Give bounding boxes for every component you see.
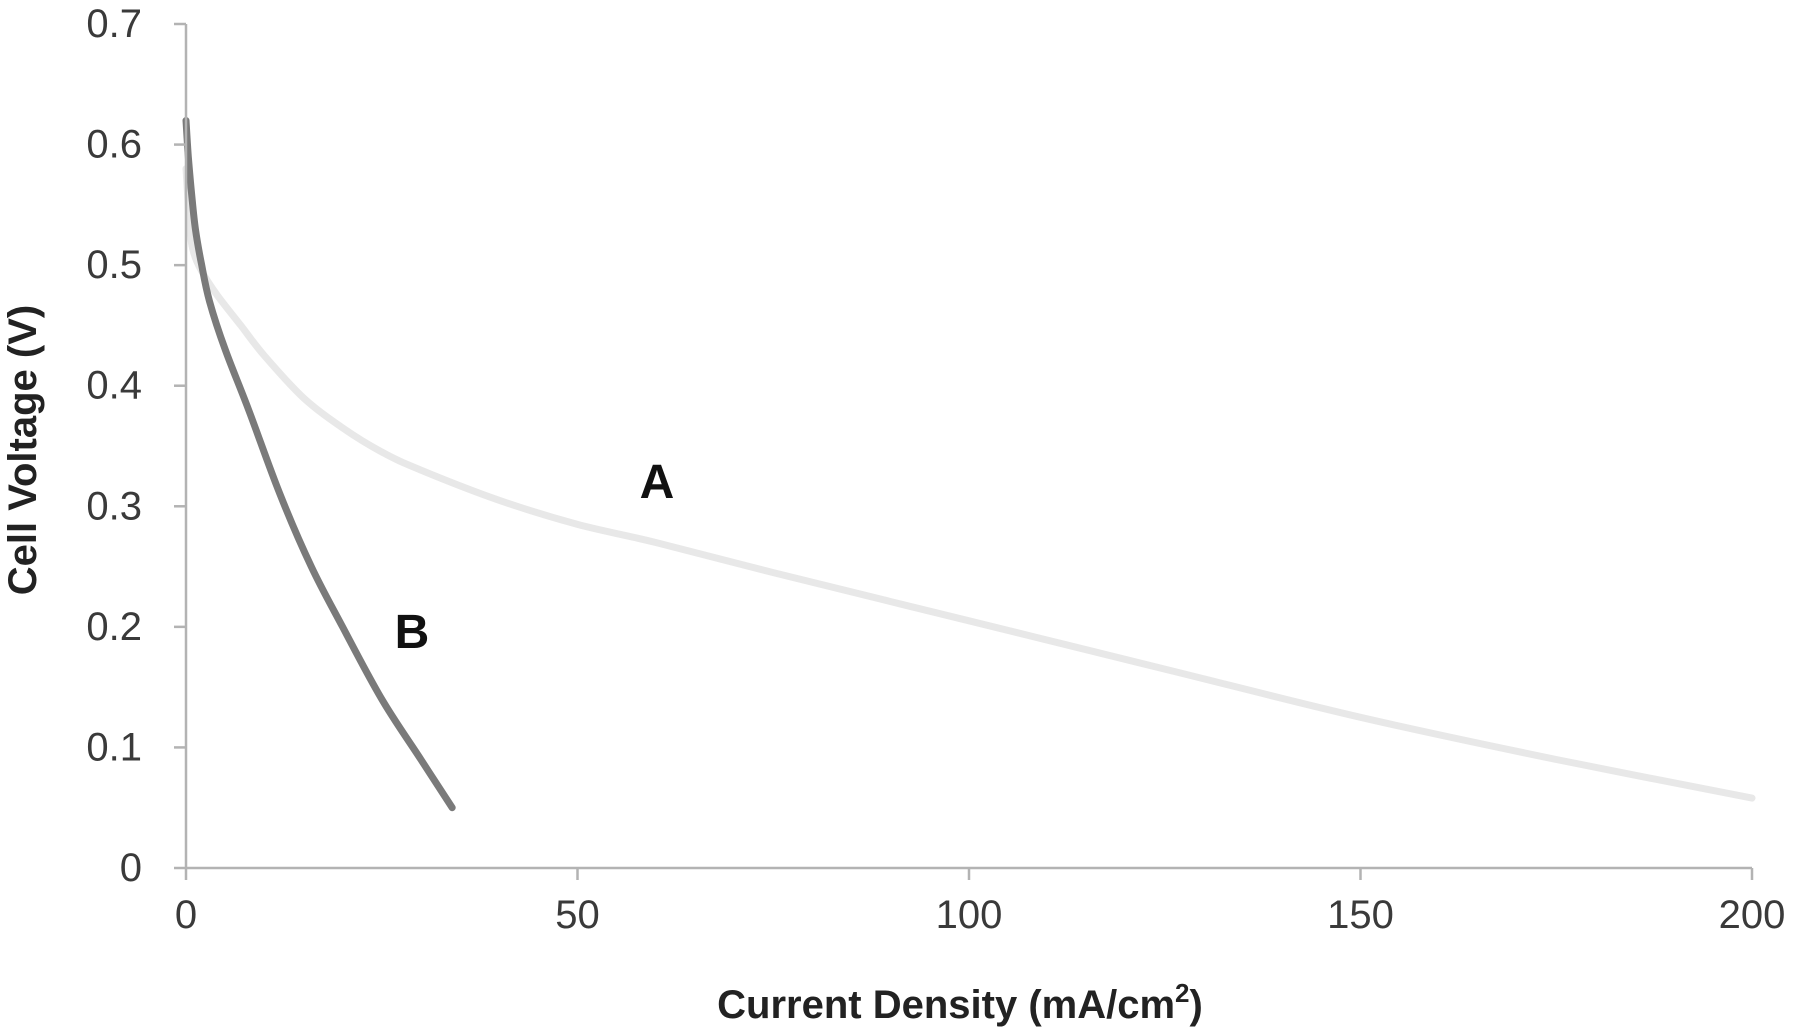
y-tick-label: 0.4 xyxy=(86,364,142,408)
x-axis-title-main: Current Density (mA/cm xyxy=(717,983,1175,1027)
series-label-b: B xyxy=(395,606,430,659)
y-tick-label: 0 xyxy=(120,846,142,890)
axes xyxy=(184,24,1752,870)
y-tick-label: 0.1 xyxy=(86,725,142,769)
x-tick-label: 50 xyxy=(555,893,600,937)
y-axis-ticks: 0 0.1 0.2 0.3 0.4 0.5 0.6 0.7 xyxy=(86,2,186,890)
x-tick-label: 150 xyxy=(1327,893,1394,937)
series-label-a: A xyxy=(640,456,675,509)
series-labels: AB xyxy=(395,456,675,659)
y-tick-label: 0.7 xyxy=(86,2,142,46)
y-tick-label: 0.2 xyxy=(86,605,142,649)
x-axis-title: Current Density (mA/cm2) xyxy=(717,978,1203,1027)
y-axis-title: Cell Voltage (V) xyxy=(1,305,45,595)
y-tick-label: 0.6 xyxy=(86,123,142,167)
x-tick-label: 0 xyxy=(175,893,197,937)
series-line-a xyxy=(182,165,1756,802)
x-tick-label: 200 xyxy=(1719,893,1786,937)
x-axis-title-superscript: 2 xyxy=(1175,978,1189,1008)
y-tick-label: 0.3 xyxy=(86,484,142,528)
x-tick-label: 100 xyxy=(936,893,1003,937)
series-line-b xyxy=(182,117,456,812)
series-curves xyxy=(182,117,1756,812)
x-axis-title-end: ) xyxy=(1190,983,1203,1027)
y-tick-label: 0.5 xyxy=(86,243,142,287)
x-axis-ticks: 0 50 100 150 200 xyxy=(175,868,1786,937)
